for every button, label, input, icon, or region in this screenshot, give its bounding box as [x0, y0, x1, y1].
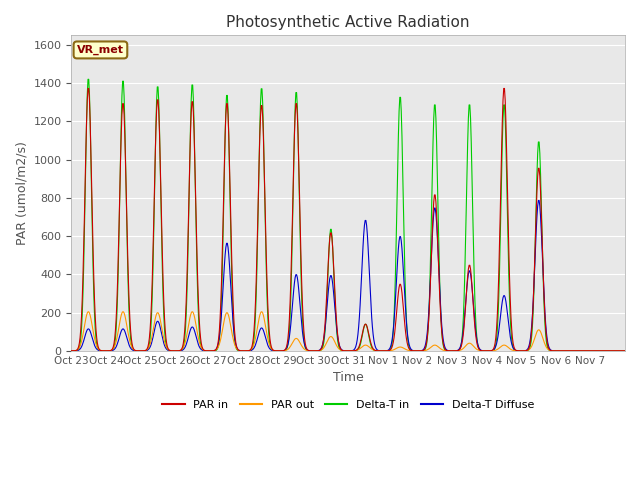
Title: Photosynthetic Active Radiation: Photosynthetic Active Radiation	[227, 15, 470, 30]
X-axis label: Time: Time	[333, 371, 364, 384]
Y-axis label: PAR (umol/m2/s): PAR (umol/m2/s)	[15, 141, 28, 245]
Text: VR_met: VR_met	[77, 45, 124, 55]
Legend: PAR in, PAR out, Delta-T in, Delta-T Diffuse: PAR in, PAR out, Delta-T in, Delta-T Dif…	[158, 396, 538, 415]
